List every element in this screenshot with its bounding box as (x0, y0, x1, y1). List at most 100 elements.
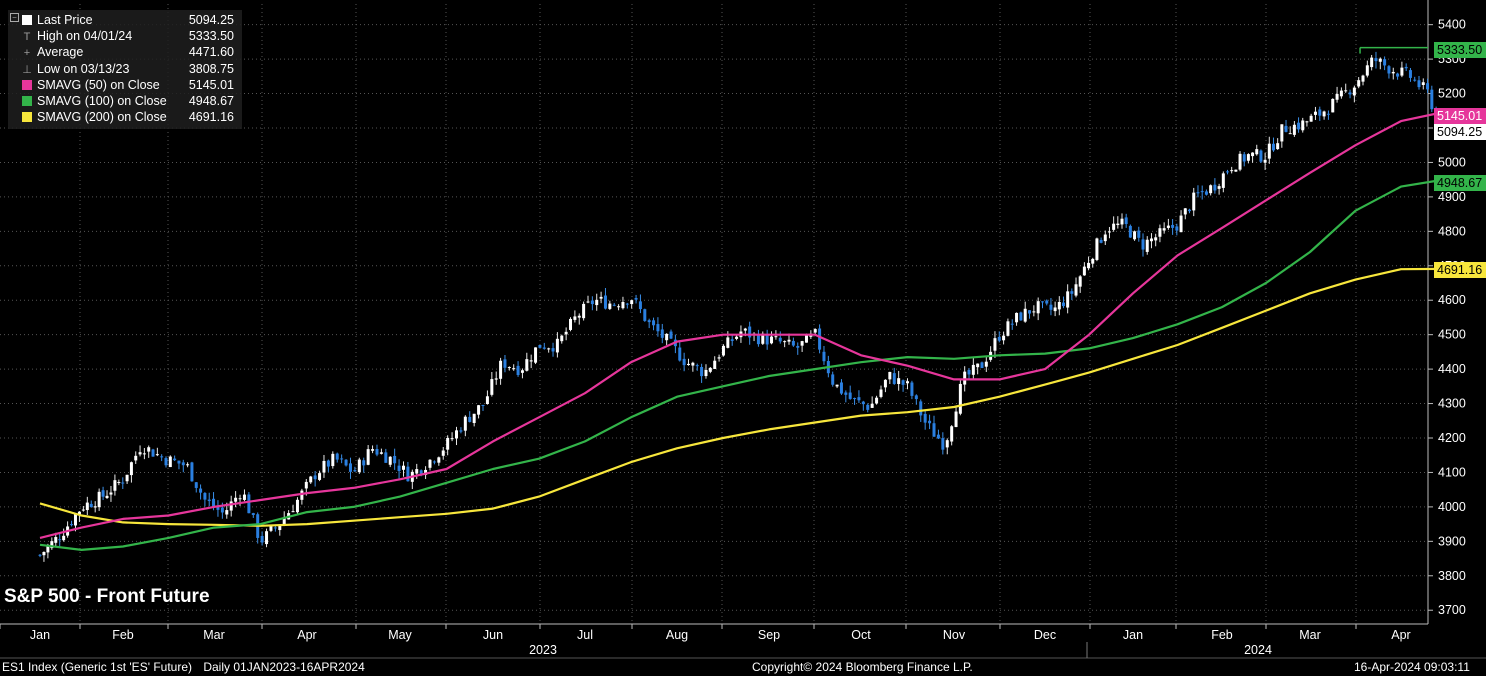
candle-body (481, 404, 485, 406)
candle-body (194, 482, 198, 488)
candle-body (652, 320, 656, 326)
candle-body (260, 535, 264, 543)
candle-body (366, 449, 370, 465)
candle-body (1387, 66, 1391, 74)
sma100-line (39, 178, 1442, 552)
y-tick-label: 3700 (1438, 603, 1466, 617)
candle-body (954, 411, 958, 428)
candle-body (892, 373, 896, 384)
candle-body (203, 493, 207, 500)
candle-body (914, 395, 918, 400)
candle-body (278, 525, 282, 531)
candle-body (1292, 124, 1296, 135)
candle-body (507, 367, 511, 369)
x-tick-label: Apr (1391, 628, 1410, 642)
candle-body (1175, 226, 1179, 231)
candle-body (835, 384, 839, 387)
candle-body (155, 454, 159, 456)
candle-body (1396, 73, 1400, 77)
candle-body (490, 379, 494, 395)
price-tag: 4691.16 (1434, 262, 1486, 278)
candle-body (861, 401, 865, 405)
candle-body (1339, 90, 1343, 97)
candle-body (265, 531, 269, 545)
candle-body (963, 371, 967, 385)
candle-body (761, 333, 765, 344)
candle-body (1400, 67, 1404, 76)
candle-body (844, 392, 848, 395)
candle-body (1183, 208, 1187, 215)
candle-body (1255, 149, 1259, 155)
candle-body (164, 458, 168, 466)
candle-body (499, 360, 503, 379)
legend-collapse-icon[interactable]: − (10, 13, 19, 22)
candle-body (1002, 335, 1006, 341)
candle-body (273, 527, 277, 529)
candle-body (177, 460, 181, 464)
candle-body (446, 437, 450, 450)
candle-body (1357, 80, 1361, 87)
candle-body (1426, 83, 1430, 90)
candle-body (787, 339, 791, 342)
candle-body (866, 404, 870, 410)
candle-body (1331, 98, 1335, 113)
candle-body (1404, 66, 1408, 69)
candle-body (147, 447, 151, 452)
candle-body (765, 334, 769, 345)
candle-body (134, 455, 138, 461)
candle-body (1365, 65, 1369, 76)
candle-body (160, 456, 164, 458)
candle-body (322, 460, 326, 473)
candle-body (1297, 122, 1301, 130)
candle-body (910, 382, 914, 396)
candle-body (242, 494, 246, 500)
legend-swatch (22, 112, 32, 123)
candle-body (608, 303, 612, 309)
candle-body (936, 434, 940, 439)
candle-body (1280, 124, 1284, 142)
candle-body (432, 461, 436, 463)
candle-body (1361, 75, 1365, 82)
candle-body (85, 502, 89, 511)
candle-body (1154, 237, 1158, 241)
candle-body (371, 449, 375, 451)
y-tick-label: 3900 (1438, 534, 1466, 548)
y-tick-label: 5200 (1438, 87, 1466, 101)
candle-body (348, 463, 352, 472)
candle-body (625, 303, 629, 305)
candle-body (950, 426, 954, 442)
candle-body (1234, 169, 1238, 172)
candle-body (582, 303, 586, 319)
candle-body (822, 351, 826, 362)
legend-item: T High on 04/01/24 5333.50 (12, 28, 238, 44)
legend-label: Average (37, 45, 84, 60)
candle-body (730, 339, 734, 341)
candle-body (1251, 152, 1255, 157)
candle-body (875, 397, 879, 404)
candle-body (1070, 291, 1074, 294)
candle-body (1263, 159, 1267, 163)
candle-body (1238, 153, 1242, 170)
candle-body (1137, 230, 1141, 238)
candle-body (384, 452, 388, 463)
candle-body (168, 456, 172, 468)
candle-body (503, 359, 507, 368)
candle-body (529, 360, 533, 362)
candle-body (770, 336, 774, 344)
candle-body (1352, 87, 1356, 96)
candle-body (1124, 217, 1128, 225)
y-tick-label: 5000 (1438, 155, 1466, 169)
candle-body (687, 363, 690, 365)
candle-body (1171, 224, 1175, 228)
legend-value: 5333.50 (188, 29, 234, 44)
candle-body (295, 499, 299, 513)
candle-body (993, 338, 997, 351)
candle-body (1099, 239, 1103, 243)
y-tick-label: 5400 (1438, 18, 1466, 32)
chart-title: S&P 500 - Front Future (4, 586, 210, 607)
y-tick-label: 3800 (1438, 569, 1466, 583)
candle-body (1230, 170, 1234, 172)
candle-body (1217, 186, 1221, 189)
candle-body (1095, 238, 1099, 260)
